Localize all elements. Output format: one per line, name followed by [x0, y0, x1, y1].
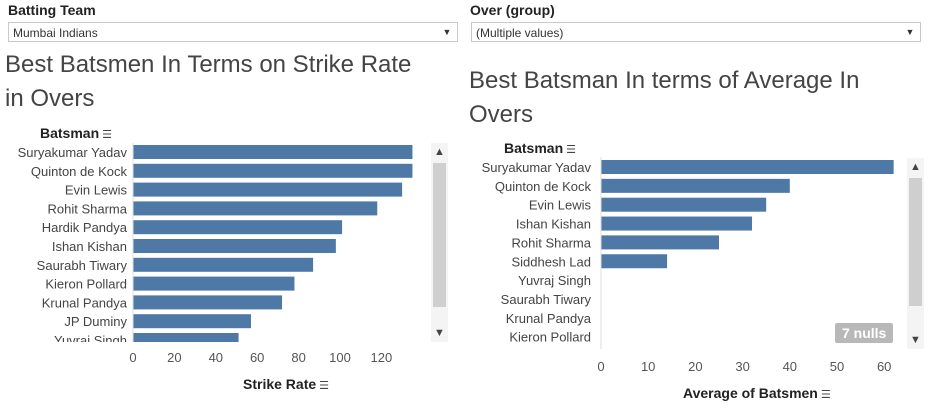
average-category-label[interactable]: Krunal Pandya [506, 311, 592, 326]
strike-rate-tick-label: 20 [167, 350, 181, 365]
strike-rate-bar[interactable] [133, 257, 314, 272]
strike-rate-bar[interactable] [133, 182, 403, 197]
strike-rate-row-header[interactable]: Batsman ☰ [40, 125, 113, 141]
batting-team-dropdown[interactable]: Mumbai Indians ▼ [8, 22, 458, 42]
average-bar[interactable] [601, 235, 719, 250]
average-title-line-1: Best Batsman In terms of Average In [469, 67, 860, 94]
strike-rate-bar[interactable] [133, 201, 378, 216]
strike-rate-bar[interactable] [133, 239, 336, 253]
average-category-label[interactable]: Saurabh Tiwary [501, 292, 592, 307]
average-tick-label: 30 [735, 359, 749, 374]
average-scroll-thumb[interactable] [909, 178, 922, 306]
average-chart-title: Best Batsman In terms of Average In Over… [469, 64, 909, 132]
average-category-label[interactable]: Suryakumar Yadav [482, 160, 592, 175]
average-category-label[interactable]: Kieron Pollard [509, 330, 591, 345]
strike-rate-title-line-1: Best Batsmen In Terms on Strike Rate [5, 51, 412, 78]
average-scrollbar[interactable]: ▲ ▼ [907, 158, 924, 349]
strike-rate-category-label[interactable]: JP Duminy [64, 314, 127, 329]
sort-icon[interactable]: ☰ [820, 389, 831, 401]
average-category-label[interactable]: Quinton de Kock [495, 179, 592, 194]
average-bar[interactable] [601, 160, 894, 174]
strike-rate-tick-label: 0 [129, 350, 136, 365]
strike-rate-bar[interactable] [133, 145, 413, 159]
nulls-indicator[interactable]: 7 nulls [835, 323, 894, 343]
strike-rate-rows: Suryakumar Yadav Quinton de Kock Evin Lewi… [18, 145, 413, 348]
average-category-label[interactable]: Siddhesh Lad [511, 254, 591, 269]
strike-rate-bar[interactable] [133, 276, 295, 291]
average-category-label[interactable]: Ishan Kishan [516, 217, 591, 232]
chevron-down-icon[interactable]: ▼ [442, 27, 452, 37]
average-tick-label: 60 [877, 359, 891, 374]
strike-rate-category-label[interactable]: Saurabh Tiwary [37, 258, 128, 273]
chevron-up-icon[interactable]: ▲ [434, 146, 445, 158]
average-tick-label: 40 [783, 359, 797, 374]
strike-rate-chart-title: Best Batsmen In Terms on Strike Rate in … [5, 48, 445, 116]
chevron-down-icon[interactable]: ▼ [434, 327, 445, 339]
strike-rate-bar[interactable] [133, 333, 239, 347]
chevron-down-icon[interactable]: ▼ [905, 27, 915, 37]
average-tick-label: 0 [597, 359, 604, 374]
average-tick-label: 20 [688, 359, 702, 374]
average-category-label[interactable]: Yuvraj Singh [518, 273, 591, 288]
strike-rate-category-label[interactable]: Ishan Kishan [52, 239, 127, 254]
strike-rate-category-label[interactable]: Krunal Pandya [42, 295, 128, 310]
average-plot: Suryakumar Yadav Quinton de Kock Evin Lewi… [482, 157, 894, 374]
strike-rate-category-label[interactable]: Suryakumar Yadav [18, 145, 128, 160]
batting-team-value: Mumbai Indians [13, 26, 98, 40]
strike-rate-tick-label: 80 [291, 350, 305, 365]
strike-rate-tick-label: 120 [371, 350, 393, 365]
strike-rate-plot: Suryakumar Yadav Quinton de Kock Evin Lewi… [18, 143, 413, 365]
average-category-label[interactable]: Evin Lewis [529, 198, 592, 213]
batting-team-filter-label: Batting Team [8, 2, 96, 18]
chevron-up-icon[interactable]: ▲ [910, 161, 921, 173]
strike-rate-category-label[interactable]: Yuvraj Singh [54, 333, 127, 348]
strike-rate-bar[interactable] [133, 163, 413, 178]
over-group-filter-label: Over (group) [470, 2, 555, 18]
strike-rate-bar[interactable] [133, 220, 343, 235]
average-axis-title[interactable]: Average of Batsmen ☰ [683, 385, 831, 401]
over-group-dropdown[interactable]: (Multiple values) ▼ [471, 22, 921, 42]
average-bar[interactable] [601, 216, 753, 231]
over-group-value: (Multiple values) [476, 26, 564, 40]
strike-rate-category-label[interactable]: Quinton de Kock [31, 164, 128, 179]
chevron-down-icon[interactable]: ▼ [910, 334, 921, 346]
strike-rate-category-label[interactable]: Evin Lewis [65, 183, 128, 198]
strike-rate-bar[interactable] [133, 295, 283, 310]
strike-rate-axis-title[interactable]: Strike Rate ☰ [243, 376, 330, 392]
average-title-line-2: Overs [469, 101, 534, 128]
average-row-header[interactable]: Batsman ☰ [504, 140, 577, 156]
strike-rate-title-line-2: in Overs [5, 85, 95, 112]
average-bar[interactable] [601, 197, 767, 212]
average-category-label[interactable]: Rohit Sharma [512, 235, 592, 250]
strike-rate-category-label[interactable]: Hardik Pandya [42, 220, 128, 235]
sort-icon[interactable]: ☰ [102, 129, 113, 141]
average-rows: Suryakumar Yadav Quinton de Kock Evin Lewi… [482, 160, 894, 345]
strike-rate-tick-label: 100 [329, 350, 351, 365]
sort-icon[interactable]: ☰ [566, 144, 577, 156]
strike-rate-bar[interactable] [133, 314, 251, 329]
strike-rate-tick-label: 60 [250, 350, 264, 365]
average-tick-label: 10 [641, 359, 655, 374]
strike-rate-scroll-thumb[interactable] [433, 163, 446, 307]
strike-rate-category-label[interactable]: Rohit Sharma [48, 201, 128, 216]
average-bar[interactable] [601, 254, 668, 269]
strike-rate-scrollbar[interactable]: ▲ ▼ [431, 143, 448, 342]
average-bar[interactable] [601, 178, 790, 193]
strike-rate-category-label[interactable]: Kieron Pollard [45, 277, 127, 292]
sort-icon[interactable]: ☰ [319, 380, 330, 392]
strike-rate-tick-label: 40 [209, 350, 223, 365]
average-tick-label: 50 [830, 359, 844, 374]
